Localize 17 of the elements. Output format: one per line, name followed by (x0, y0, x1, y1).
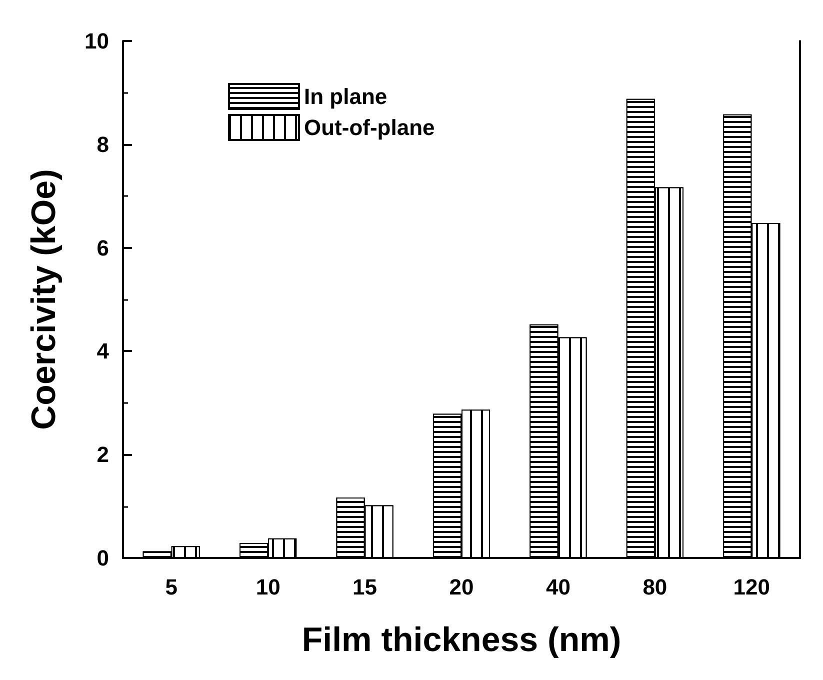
y-tick-label: 4 (96, 338, 110, 364)
x-tick-label: 80 (642, 574, 668, 600)
legend-label: In plane (304, 84, 388, 109)
y-axis-title: Coercivity (kOe) (25, 169, 63, 430)
y-tick-label: 0 (96, 546, 109, 570)
x-tick-label: 5 (165, 574, 178, 600)
x-tick-label: 40 (546, 574, 570, 600)
y-tick-label: 6 (96, 235, 109, 260)
x-tick-label: 10 (256, 574, 280, 600)
x-axis-title: Film thickness (nm) (302, 621, 622, 659)
x-tick-label: 120 (733, 574, 770, 600)
x-tick-label: 15 (352, 574, 378, 600)
y-tick-label: 2 (96, 442, 109, 468)
x-tick-label: 20 (449, 574, 474, 600)
legend-label: Out-of-plane (304, 115, 435, 140)
y-tick-label: 8 (96, 132, 109, 157)
y-tick-label: 10 (84, 28, 109, 54)
